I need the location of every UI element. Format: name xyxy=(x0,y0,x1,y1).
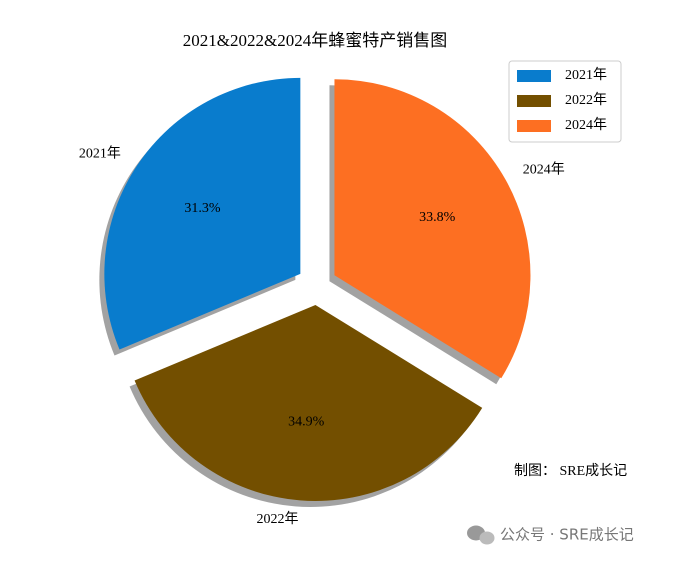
legend: 2021年 2022年 2024年 xyxy=(517,67,607,133)
legend-label: 2022年 xyxy=(565,92,607,108)
chart-title: 2021&2022&2024年蜂蜜特产销售图 xyxy=(183,31,447,50)
watermark-icon xyxy=(467,525,495,545)
category-label: 2021年 xyxy=(79,146,121,162)
value-label: 33.8% xyxy=(419,210,456,225)
legend-label: 2021年 xyxy=(565,67,607,83)
watermark: 公众号 · SRE成长记 xyxy=(500,526,634,544)
legend-swatch xyxy=(517,70,551,82)
value-label: 31.3% xyxy=(184,201,221,216)
annotation: 制图： SRE成长记 xyxy=(514,463,627,479)
legend-swatch xyxy=(517,120,551,132)
wedge xyxy=(104,77,301,350)
value-label: 34.9% xyxy=(288,414,325,429)
category-label: 2022年 xyxy=(257,511,299,527)
wedge xyxy=(134,304,483,501)
legend-swatch xyxy=(517,95,551,107)
wedge xyxy=(334,79,531,379)
category-label: 2024年 xyxy=(523,161,565,177)
legend-label: 2024年 xyxy=(565,117,607,133)
wedges: 31.3% 2021年 34.9% 2022年 33.8% 2024年 xyxy=(79,77,565,527)
